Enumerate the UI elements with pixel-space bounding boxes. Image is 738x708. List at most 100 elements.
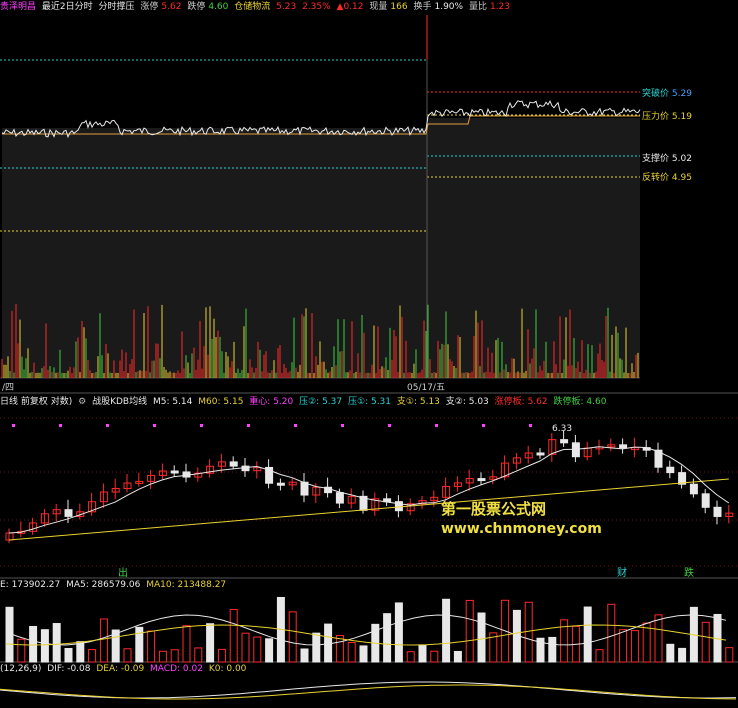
volume-bar — [170, 649, 179, 663]
volume-bar — [40, 629, 49, 663]
signal-mark-chu: 出 — [118, 568, 128, 579]
ma5-value: M5: 5.14 — [152, 397, 193, 407]
watermark-url: www.chnmoney.com — [441, 521, 602, 537]
change-value: ▲0.12 — [336, 2, 364, 12]
intraday-price-line — [1, 99, 641, 139]
volume-bar — [52, 623, 61, 663]
high-price-annotation: 6.33 — [552, 424, 573, 434]
turnover-label: 换手 — [413, 2, 432, 12]
macd-indicator-bar: (12,26,9) DIF: -0.08 DEA: -0.09 MACD: 0.… — [0, 662, 738, 676]
candle-body — [524, 452, 533, 459]
volume-total: E: 173902.27 — [0, 580, 61, 590]
candle-body — [465, 478, 474, 484]
volume-bar — [253, 636, 262, 663]
candle-body — [76, 511, 85, 517]
macd-k0: K0: 0.00 — [208, 664, 247, 674]
signal-dot — [106, 424, 109, 427]
signal-dot — [59, 424, 62, 427]
candle-body — [217, 461, 226, 467]
volume-bar — [324, 623, 333, 663]
intraday-shade-right — [427, 118, 640, 378]
volume-bar — [725, 647, 734, 663]
limit-up-value: 5.62 — [161, 2, 182, 12]
candle-body — [265, 466, 274, 484]
macd-params[interactable]: (12,26,9) — [0, 664, 42, 674]
stock-name[interactable]: 贵泽明昌 — [0, 2, 37, 12]
intraday-average-line — [2, 115, 640, 135]
mode-label[interactable]: 分时撑压 — [98, 2, 135, 12]
candle-body — [489, 476, 498, 480]
volume-bar — [477, 612, 486, 663]
candle-body — [170, 470, 179, 474]
candle-body — [276, 482, 285, 486]
kline-m60-line — [8, 478, 729, 541]
volume-bar — [548, 636, 557, 663]
signal-dot — [341, 424, 344, 427]
signal-dot — [435, 424, 438, 427]
candle-body — [536, 452, 545, 456]
quote-header: 贵泽明昌 最近2日分时 分时撑压 涨停 5.62 跌停 4.60 仓储物流 5.23… — [0, 0, 738, 14]
signal-dot — [388, 424, 391, 427]
candle-body — [64, 509, 73, 517]
volume-bar — [583, 606, 592, 663]
center-value: 重心: 5.20 — [249, 397, 294, 407]
volume-bar — [17, 638, 26, 663]
candle-body — [158, 470, 167, 476]
candle-body — [678, 472, 687, 485]
candle-body — [241, 465, 250, 472]
volume-bar — [217, 648, 226, 663]
candle-body — [477, 478, 486, 482]
volume-bar — [607, 603, 616, 663]
candle-body — [229, 461, 238, 467]
pressure2-value: 压②: 5.37 — [299, 397, 343, 407]
indicator-name[interactable]: 战股KDB均线 — [92, 397, 148, 407]
price-value: 5.23 — [276, 2, 297, 12]
support-price-label: 支撑价 5.02 — [642, 154, 692, 164]
signal-dot — [529, 424, 532, 427]
breakout-price-label: 突破价 5.29 — [642, 89, 692, 99]
candle-body — [630, 447, 639, 451]
candle-body — [701, 493, 710, 508]
reversal-price-label: 反转价 4.95 — [642, 173, 692, 183]
candle-body — [666, 466, 675, 474]
up-limit-value: 涨停板: 5.62 — [494, 397, 548, 407]
period-label[interactable]: 最近2日分时 — [41, 2, 93, 12]
signal-dot — [482, 424, 485, 427]
candle-body — [99, 491, 108, 503]
ratio-value: 1.23 — [489, 2, 511, 12]
volume-bar — [99, 618, 108, 663]
kline-title[interactable]: 日线 前复权 对数) — [0, 397, 73, 407]
watermark-title: 第一股票公式网 — [441, 500, 547, 518]
volume-bar — [489, 632, 498, 663]
volume-ma10-line — [5, 624, 727, 646]
sector-label[interactable]: 仓储物流 — [234, 2, 271, 12]
pressure-price-label: 压力价 5.19 — [642, 112, 692, 122]
signal-dot — [12, 424, 15, 427]
volume-bar — [666, 643, 675, 663]
candle-body — [501, 462, 510, 478]
macd-value: MACD: 0.02 — [150, 664, 203, 674]
candle-body — [300, 481, 309, 496]
volume-bar — [64, 647, 73, 663]
volume-bar — [265, 638, 274, 663]
candle-body — [442, 485, 451, 498]
volume-bar — [465, 599, 474, 663]
time-axis-left: /四 — [2, 383, 15, 393]
volume-bar — [335, 634, 344, 663]
limit-up-label: 涨停 — [140, 2, 159, 12]
candle-body — [512, 457, 521, 464]
volume-bar — [501, 599, 510, 663]
volume-bar — [630, 630, 639, 663]
limit-down-label: 跌停 — [187, 2, 206, 12]
pct-value: 2.35% — [302, 2, 331, 12]
down-limit-value: 跌停板: 4.60 — [553, 397, 607, 407]
volume-bar — [442, 598, 451, 663]
volume-ma10: MA10: 213488.27 — [146, 580, 227, 590]
indicator-gear-icon[interactable]: ⚙ — [78, 397, 87, 407]
macd-dif-line — [0, 681, 737, 699]
volume-bar — [312, 632, 321, 663]
volume-bar — [147, 630, 156, 663]
macd-dif: DIF: -0.08 — [47, 664, 91, 674]
volume-bar — [123, 648, 132, 663]
